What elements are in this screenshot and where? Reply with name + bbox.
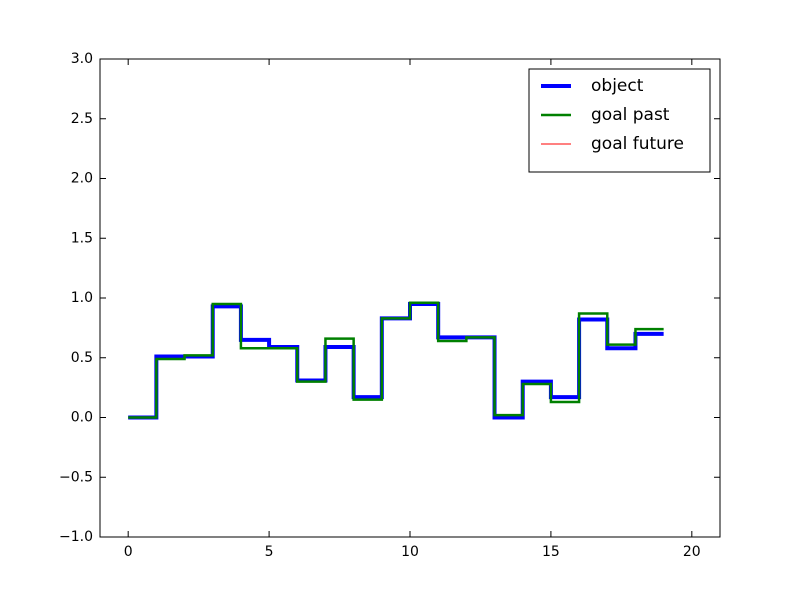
y-tick-label: 2.5 xyxy=(71,111,93,127)
y-tick-label: −0.5 xyxy=(59,469,93,485)
x-tick-label: 10 xyxy=(401,544,419,560)
y-tick-label: 3.0 xyxy=(71,51,93,67)
x-tick-label: 0 xyxy=(124,544,133,560)
x-tick-label: 5 xyxy=(265,544,274,560)
legend-label: goal past xyxy=(591,105,670,125)
y-tick-label: 1.0 xyxy=(71,290,93,306)
x-tick-label: 15 xyxy=(542,544,560,560)
y-tick-label: 0.0 xyxy=(71,410,93,426)
y-tick-label: 1.5 xyxy=(71,230,93,246)
step-line xyxy=(128,301,664,419)
legend-label: goal future xyxy=(591,134,684,154)
legend-label: object xyxy=(591,76,644,96)
y-tick-label: 2.0 xyxy=(71,171,93,187)
y-tick-label: 0.5 xyxy=(71,350,93,366)
y-tick-label: −1.0 xyxy=(59,529,93,545)
step-line xyxy=(128,301,664,420)
x-tick-label: 20 xyxy=(683,544,701,560)
